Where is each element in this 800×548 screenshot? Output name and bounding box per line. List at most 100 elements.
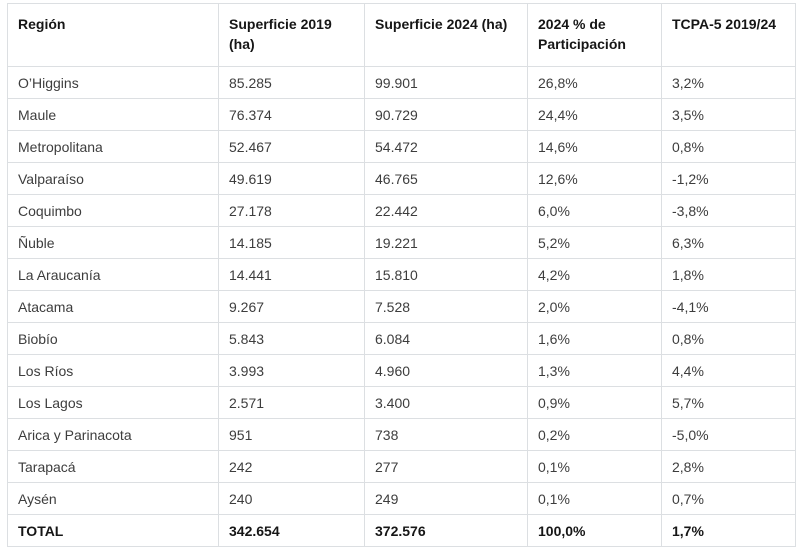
cell-superficie-2019: 242 [218, 450, 365, 483]
table-body: O’Higgins 85.285 99.901 26,8% 3,2% Maule… [7, 66, 796, 547]
column-header-participacion: 2024 % de Participación [527, 3, 662, 67]
cell-superficie-2024: 90.729 [364, 98, 528, 131]
cell-superficie-2024: 6.084 [364, 322, 528, 355]
cell-superficie-2019: 3.993 [218, 354, 365, 387]
cell-superficie-2019: 2.571 [218, 386, 365, 419]
cell-participacion: 5,2% [527, 226, 662, 259]
cell-superficie-2024: 372.576 [364, 514, 528, 547]
cell-superficie-2024: 99.901 [364, 66, 528, 99]
cell-superficie-2024: 7.528 [364, 290, 528, 323]
table-row: Ñuble 14.185 19.221 5,2% 6,3% [7, 226, 796, 259]
table-row: Maule 76.374 90.729 24,4% 3,5% [7, 98, 796, 131]
cell-participacion: 0,9% [527, 386, 662, 419]
table-row: Tarapacá 242 277 0,1% 2,8% [7, 450, 796, 483]
cell-region: Ñuble [7, 226, 219, 259]
cell-region: Coquimbo [7, 194, 219, 227]
cell-superficie-2019: 14.441 [218, 258, 365, 291]
cell-superficie-2024: 46.765 [364, 162, 528, 195]
table-row: Metropolitana 52.467 54.472 14,6% 0,8% [7, 130, 796, 163]
cell-superficie-2024: 3.400 [364, 386, 528, 419]
cell-region: Metropolitana [7, 130, 219, 163]
cell-superficie-2019: 52.467 [218, 130, 365, 163]
table-row: La Araucanía 14.441 15.810 4,2% 1,8% [7, 258, 796, 291]
cell-participacion: 0,1% [527, 482, 662, 515]
cell-participacion: 24,4% [527, 98, 662, 131]
cell-superficie-2019: 14.185 [218, 226, 365, 259]
cell-participacion: 4,2% [527, 258, 662, 291]
table-header: Región Superficie 2019 (ha) Superficie 2… [7, 3, 796, 67]
cell-tcpa: 3,2% [661, 66, 796, 99]
cell-tcpa: -3,8% [661, 194, 796, 227]
table-total-row: TOTAL 342.654 372.576 100,0% 1,7% [7, 514, 796, 547]
cell-participacion: 100,0% [527, 514, 662, 547]
table-row: Atacama 9.267 7.528 2,0% -4,1% [7, 290, 796, 323]
cell-region: Valparaíso [7, 162, 219, 195]
cell-tcpa: 1,8% [661, 258, 796, 291]
cell-superficie-2019: 9.267 [218, 290, 365, 323]
cell-region: Aysén [7, 482, 219, 515]
cell-participacion: 12,6% [527, 162, 662, 195]
header-row: Región Superficie 2019 (ha) Superficie 2… [7, 3, 796, 67]
column-header-region: Región [7, 3, 219, 67]
cell-region: Arica y Parinacota [7, 418, 219, 451]
column-header-superficie-2024: Superficie 2024 (ha) [364, 3, 528, 67]
table-row: Coquimbo 27.178 22.442 6,0% -3,8% [7, 194, 796, 227]
cell-tcpa: -5,0% [661, 418, 796, 451]
cell-participacion: 2,0% [527, 290, 662, 323]
cell-tcpa: 2,8% [661, 450, 796, 483]
cell-tcpa: 3,5% [661, 98, 796, 131]
cell-participacion: 1,3% [527, 354, 662, 387]
cell-tcpa: 4,4% [661, 354, 796, 387]
cell-participacion: 0,2% [527, 418, 662, 451]
regions-surface-table-container: Región Superficie 2019 (ha) Superficie 2… [7, 3, 796, 547]
cell-superficie-2019: 342.654 [218, 514, 365, 547]
cell-region: La Araucanía [7, 258, 219, 291]
cell-tcpa: -1,2% [661, 162, 796, 195]
cell-tcpa: 0,8% [661, 322, 796, 355]
cell-tcpa: 0,7% [661, 482, 796, 515]
cell-superficie-2019: 240 [218, 482, 365, 515]
cell-superficie-2019: 49.619 [218, 162, 365, 195]
cell-region: Atacama [7, 290, 219, 323]
cell-region: Los Ríos [7, 354, 219, 387]
table-row: O’Higgins 85.285 99.901 26,8% 3,2% [7, 66, 796, 99]
column-header-superficie-2019: Superficie 2019 (ha) [218, 3, 365, 67]
table-row: Valparaíso 49.619 46.765 12,6% -1,2% [7, 162, 796, 195]
cell-superficie-2019: 5.843 [218, 322, 365, 355]
cell-superficie-2019: 951 [218, 418, 365, 451]
cell-participacion: 6,0% [527, 194, 662, 227]
cell-superficie-2024: 22.442 [364, 194, 528, 227]
cell-region: Maule [7, 98, 219, 131]
cell-tcpa: 0,8% [661, 130, 796, 163]
cell-tcpa: 6,3% [661, 226, 796, 259]
cell-participacion: 0,1% [527, 450, 662, 483]
cell-superficie-2024: 277 [364, 450, 528, 483]
cell-superficie-2024: 54.472 [364, 130, 528, 163]
table-row: Los Lagos 2.571 3.400 0,9% 5,7% [7, 386, 796, 419]
cell-superficie-2019: 85.285 [218, 66, 365, 99]
cell-tcpa: 1,7% [661, 514, 796, 547]
cell-participacion: 1,6% [527, 322, 662, 355]
table-row: Arica y Parinacota 951 738 0,2% -5,0% [7, 418, 796, 451]
cell-superficie-2024: 249 [364, 482, 528, 515]
cell-tcpa: 5,7% [661, 386, 796, 419]
cell-region: Biobío [7, 322, 219, 355]
cell-region: O’Higgins [7, 66, 219, 99]
table-row: Aysén 240 249 0,1% 0,7% [7, 482, 796, 515]
cell-region: TOTAL [7, 514, 219, 547]
cell-participacion: 14,6% [527, 130, 662, 163]
regions-surface-table: Región Superficie 2019 (ha) Superficie 2… [7, 3, 796, 547]
cell-superficie-2019: 76.374 [218, 98, 365, 131]
cell-region: Los Lagos [7, 386, 219, 419]
cell-region: Tarapacá [7, 450, 219, 483]
cell-superficie-2024: 19.221 [364, 226, 528, 259]
cell-superficie-2024: 738 [364, 418, 528, 451]
cell-tcpa: -4,1% [661, 290, 796, 323]
cell-superficie-2024: 4.960 [364, 354, 528, 387]
table-row: Los Ríos 3.993 4.960 1,3% 4,4% [7, 354, 796, 387]
column-header-tcpa: TCPA-5 2019/24 [661, 3, 796, 67]
cell-superficie-2019: 27.178 [218, 194, 365, 227]
table-row: Biobío 5.843 6.084 1,6% 0,8% [7, 322, 796, 355]
cell-participacion: 26,8% [527, 66, 662, 99]
cell-superficie-2024: 15.810 [364, 258, 528, 291]
